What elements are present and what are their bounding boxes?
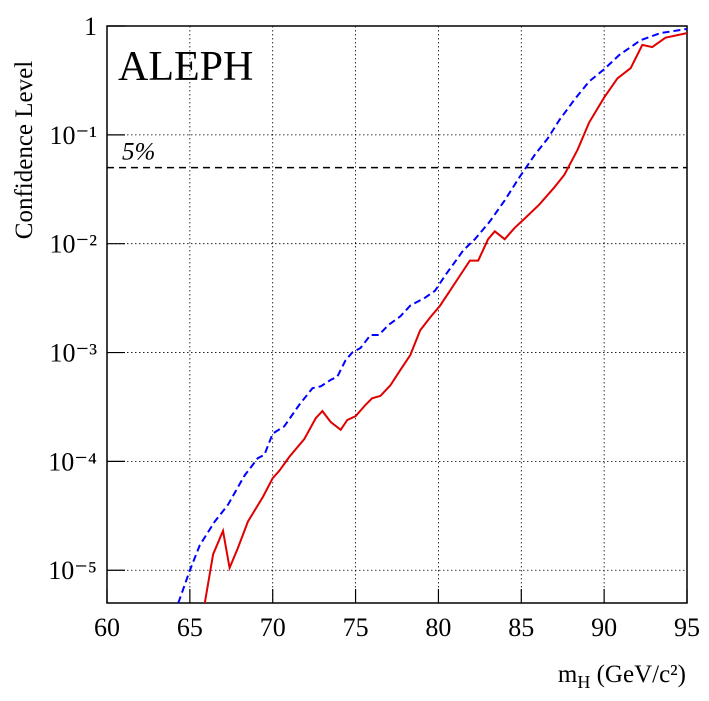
x-axis-label: mH (GeV/c²) [558, 661, 686, 692]
y-tick-label: 1 [84, 12, 97, 41]
x-tick-label: 70 [260, 613, 286, 642]
x-label-rest: (GeV/c²) [590, 661, 686, 688]
y-axis-label: Confidence Level [11, 61, 38, 239]
y-tick-label: 10⁻² [49, 230, 97, 259]
y-tick-label: 10⁻¹ [49, 121, 97, 150]
plot-frame [106, 25, 688, 604]
x-tick-label: 95 [674, 613, 700, 642]
x-tick-label: 60 [94, 613, 120, 642]
plot-area [177, 27, 687, 603]
x-label-base: m [558, 661, 578, 688]
y-tick-label: 10⁻³ [49, 339, 97, 368]
reference-label: 5% [122, 139, 155, 166]
x-tick-label: 90 [591, 613, 617, 642]
x-tick-label: 80 [425, 613, 451, 642]
y-tick-label: 10⁻⁴ [48, 447, 97, 476]
x-tick-label: 85 [508, 613, 534, 642]
series-line [177, 27, 687, 603]
x-tick-label: 65 [177, 613, 203, 642]
x-label-sub: H [577, 672, 590, 692]
x-tick-label: 75 [343, 613, 369, 642]
annotation: ALEPH [118, 44, 253, 90]
series-line [203, 32, 687, 603]
y-tick-label: 10⁻⁵ [48, 556, 97, 585]
